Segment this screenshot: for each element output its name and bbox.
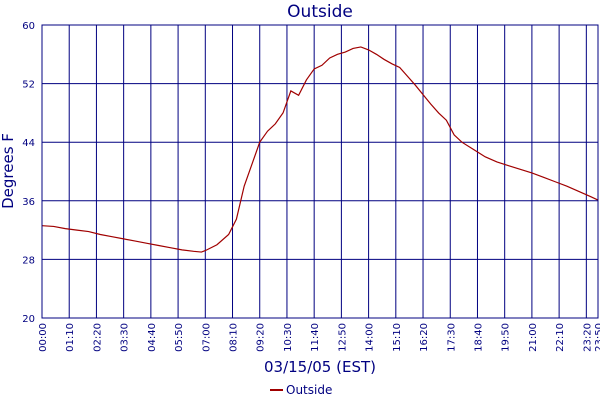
plot-border [41,24,599,319]
x-tick-label: 05:50 [174,323,185,352]
x-tick-label: 18:40 [473,323,484,352]
y-tick-label: 28 [22,255,35,266]
x-tick-label: 11:40 [310,323,321,352]
x-tick-label: 02:20 [92,323,103,352]
x-tick-label: 21:00 [528,323,539,352]
series-group [41,46,599,253]
legend-label: Outside [286,383,332,397]
x-tick-label: 01:10 [65,323,76,352]
legend: Outside [270,383,332,397]
grid-lines [41,24,599,319]
y-tick-label: 52 [22,80,35,91]
y-axis-label: Degrees F [0,133,17,209]
series-line-outside [41,46,599,253]
x-tick-label: 17:30 [446,323,457,352]
y-tick-label: 60 [22,21,35,32]
x-tick-label: 03:30 [120,323,131,352]
x-tick-labels: 00:00 01:10 02:20 03:30 04:40 05:50 07:00 08:10… [38,323,600,352]
x-tick-label: 23:50 [594,323,600,352]
x-tick-label: 04:40 [147,323,158,352]
x-tick-label: 19:50 [501,323,512,352]
x-axis-label: 03/15/05 (EST) [264,358,376,376]
x-tick-label: 00:00 [38,323,49,352]
x-tick-label: 08:10 [229,323,240,352]
y-tick-label: 36 [22,197,35,208]
x-tick-label: 14:00 [365,323,376,352]
y-tick-label: 44 [22,138,35,149]
x-tick-label: 22:10 [555,323,566,352]
x-tick-label: 10:30 [283,323,294,352]
x-tick-label: 12:50 [337,323,348,352]
x-tick-label: 09:20 [256,323,267,352]
x-tick-label: 15:10 [392,323,403,352]
x-tick-label: 16:20 [419,323,430,352]
y-tick-label: 20 [22,314,35,325]
x-tick-label: 23:20 [582,323,593,352]
y-tick-labels: 20 28 36 44 52 60 [22,21,35,325]
x-tick-label: 07:00 [201,323,212,352]
chart-title: Outside [287,2,353,22]
